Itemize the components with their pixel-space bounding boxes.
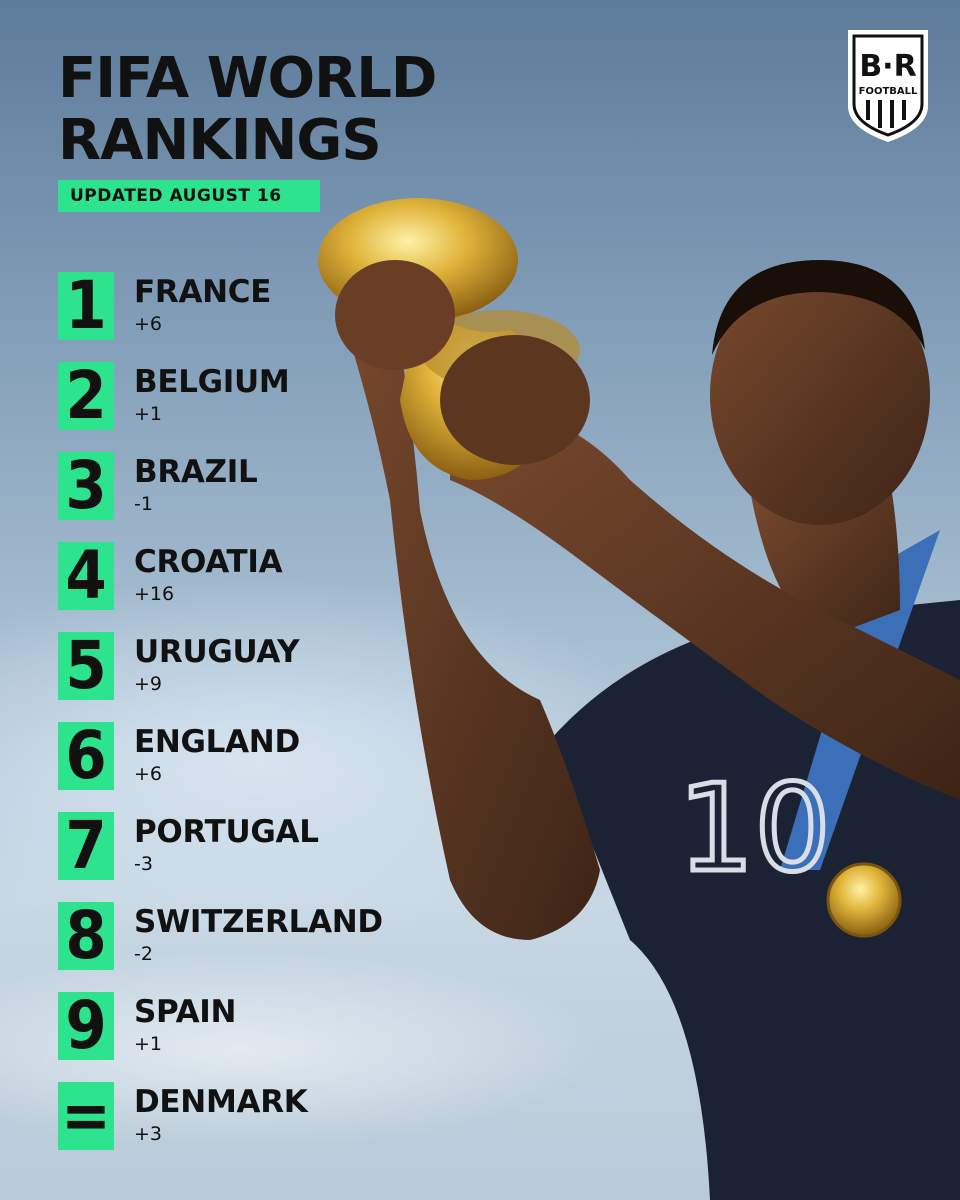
rank-number: 1 [58, 272, 114, 340]
title-line-2: RANKINGS [58, 108, 382, 173]
logo-top-text: B·R [859, 49, 916, 84]
rank-change: -1 [134, 493, 153, 515]
country-name: BRAZIL [134, 454, 258, 490]
rank-change: +3 [134, 1123, 163, 1145]
br-football-logo: B·R FOOTBALL [848, 30, 928, 142]
rank-change: +1 [134, 1033, 163, 1055]
country-name: FRANCE [134, 274, 272, 310]
rank-change: +16 [134, 583, 175, 605]
ranking-row: 8 SWITZERLAND -2 [58, 902, 478, 992]
rank-number: 6 [58, 722, 114, 790]
ranking-row: 9 SPAIN +1 [58, 992, 478, 1082]
country-name: BELGIUM [134, 364, 290, 400]
rank-change: +1 [134, 403, 163, 425]
rank-number: = [58, 1082, 114, 1150]
rank-number: 5 [58, 632, 114, 700]
ranking-row: 1 FRANCE +6 [58, 272, 478, 362]
country-name: SWITZERLAND [134, 904, 383, 940]
rank-number: 2 [58, 362, 114, 430]
country-name: PORTUGAL [134, 814, 319, 850]
rankings-list: 1 FRANCE +6 2 BELGIUM +1 3 BRAZIL -1 4 C… [58, 272, 478, 1172]
ranking-row: 4 CROATIA +16 [58, 542, 478, 632]
country-name: ENGLAND [134, 724, 300, 760]
rank-change: +6 [134, 313, 163, 335]
logo-bottom-text: FOOTBALL [859, 86, 918, 97]
title-line-1: FIFA WORLD [58, 46, 437, 111]
rank-change: +9 [134, 673, 163, 695]
country-name: SPAIN [134, 994, 237, 1030]
ranking-row: 2 BELGIUM +1 [58, 362, 478, 452]
rank-change: -2 [134, 943, 153, 965]
svg-text:10: 10 [678, 760, 831, 899]
rank-number: 9 [58, 992, 114, 1060]
rank-number: 7 [58, 812, 114, 880]
ranking-row: 5 URUGUAY +9 [58, 632, 478, 722]
rank-number: 4 [58, 542, 114, 610]
player-trophy-photo: 10 [318, 198, 960, 1200]
country-name: CROATIA [134, 544, 283, 580]
country-name: DENMARK [134, 1084, 308, 1120]
ranking-row: 7 PORTUGAL -3 [58, 812, 478, 902]
page-title: FIFA WORLD RANKINGS [58, 46, 437, 173]
updated-badge: UPDATED AUGUST 16 [58, 180, 320, 212]
rank-number: 8 [58, 902, 114, 970]
rank-change: -3 [134, 853, 153, 875]
rank-change: +6 [134, 763, 163, 785]
ranking-row: 6 ENGLAND +6 [58, 722, 478, 812]
ranking-row: = DENMARK +3 [58, 1082, 478, 1172]
country-name: URUGUAY [134, 634, 300, 670]
ranking-row: 3 BRAZIL -1 [58, 452, 478, 542]
rank-number: 3 [58, 452, 114, 520]
